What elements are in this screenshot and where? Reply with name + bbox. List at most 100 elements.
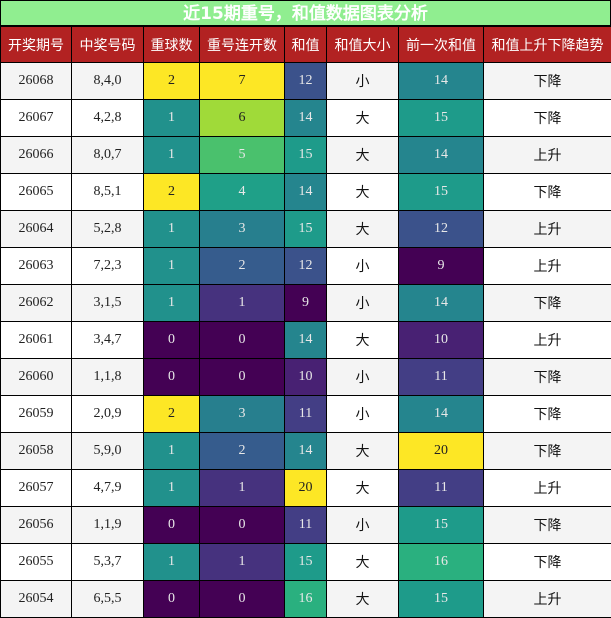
sum-size-cell: 小 bbox=[326, 358, 399, 396]
column-header-trend: 和值上升下降趋势 bbox=[483, 26, 611, 63]
prev-sum-cell: 16 bbox=[398, 543, 484, 581]
issue-cell: 26061 bbox=[0, 321, 72, 359]
numbers-cell: 5,2,8 bbox=[71, 210, 144, 248]
table-row: 26065 8,5,1 2 4 14 大 15 下降 bbox=[0, 173, 611, 211]
issue-cell: 26054 bbox=[0, 580, 72, 618]
sum-cell: 11 bbox=[284, 506, 327, 544]
sum-size-cell: 大 bbox=[326, 136, 399, 174]
issue-cell: 26055 bbox=[0, 543, 72, 581]
sum-cell: 16 bbox=[284, 580, 327, 618]
issue-cell: 26068 bbox=[0, 62, 72, 100]
table-row: 26056 1,1,9 0 0 11 小 15 下降 bbox=[0, 506, 611, 544]
repeat-count-cell: 1 bbox=[143, 469, 200, 507]
table-row: 26059 2,0,9 2 3 11 小 14 下降 bbox=[0, 395, 611, 433]
issue-cell: 26056 bbox=[0, 506, 72, 544]
trend-cell: 下降 bbox=[483, 99, 611, 137]
sum-size-cell: 小 bbox=[326, 395, 399, 433]
numbers-cell: 1,1,9 bbox=[71, 506, 144, 544]
trend-cell: 下降 bbox=[483, 358, 611, 396]
issue-cell: 26064 bbox=[0, 210, 72, 248]
repeat-count-cell: 0 bbox=[143, 358, 200, 396]
sum-cell: 14 bbox=[284, 321, 327, 359]
repeat-streak-cell: 0 bbox=[199, 506, 285, 544]
numbers-cell: 8,0,7 bbox=[71, 136, 144, 174]
prev-sum-cell: 15 bbox=[398, 506, 484, 544]
sum-size-cell: 大 bbox=[326, 469, 399, 507]
repeat-count-cell: 1 bbox=[143, 432, 200, 470]
numbers-cell: 5,9,0 bbox=[71, 432, 144, 470]
numbers-cell: 8,5,1 bbox=[71, 173, 144, 211]
prev-sum-cell: 12 bbox=[398, 210, 484, 248]
repeat-count-cell: 0 bbox=[143, 506, 200, 544]
table-row: 26055 5,3,7 1 1 15 大 16 下降 bbox=[0, 543, 611, 581]
repeat-streak-cell: 1 bbox=[199, 543, 285, 581]
repeat-count-cell: 2 bbox=[143, 395, 200, 433]
prev-sum-cell: 15 bbox=[398, 173, 484, 211]
issue-cell: 26065 bbox=[0, 173, 72, 211]
page-title: 近15期重号，和值数据图表分析 bbox=[0, 0, 611, 26]
repeat-streak-cell: 6 bbox=[199, 99, 285, 137]
prev-sum-cell: 15 bbox=[398, 580, 484, 618]
column-header-prev-sum: 前一次和值 bbox=[398, 26, 484, 63]
sum-size-cell: 小 bbox=[326, 247, 399, 285]
repeat-streak-cell: 3 bbox=[199, 210, 285, 248]
sum-size-cell: 大 bbox=[326, 210, 399, 248]
trend-cell: 上升 bbox=[483, 469, 611, 507]
repeat-count-cell: 1 bbox=[143, 284, 200, 322]
repeat-count-cell: 2 bbox=[143, 62, 200, 100]
column-header-sum: 和值 bbox=[284, 26, 327, 63]
sum-cell: 10 bbox=[284, 358, 327, 396]
sum-size-cell: 大 bbox=[326, 99, 399, 137]
trend-cell: 下降 bbox=[483, 395, 611, 433]
issue-cell: 26057 bbox=[0, 469, 72, 507]
repeat-streak-cell: 0 bbox=[199, 580, 285, 618]
sum-size-cell: 大 bbox=[326, 580, 399, 618]
sum-size-cell: 大 bbox=[326, 543, 399, 581]
prev-sum-cell: 11 bbox=[398, 358, 484, 396]
repeat-streak-cell: 1 bbox=[199, 469, 285, 507]
table-row: 26057 4,7,9 1 1 20 大 11 上升 bbox=[0, 469, 611, 507]
numbers-cell: 4,2,8 bbox=[71, 99, 144, 137]
sum-size-cell: 小 bbox=[326, 284, 399, 322]
table-row: 26058 5,9,0 1 2 14 大 20 下降 bbox=[0, 432, 611, 470]
prev-sum-cell: 10 bbox=[398, 321, 484, 359]
trend-cell: 下降 bbox=[483, 543, 611, 581]
table-row: 26068 8,4,0 2 7 12 小 14 下降 bbox=[0, 62, 611, 100]
prev-sum-cell: 14 bbox=[398, 284, 484, 322]
column-header-issue: 开奖期号 bbox=[0, 26, 72, 63]
table-row: 26063 7,2,3 1 2 12 小 9 上升 bbox=[0, 247, 611, 285]
table-row: 26062 3,1,5 1 1 9 小 14 下降 bbox=[0, 284, 611, 322]
numbers-cell: 3,1,5 bbox=[71, 284, 144, 322]
repeat-count-cell: 1 bbox=[143, 99, 200, 137]
prev-sum-cell: 9 bbox=[398, 247, 484, 285]
repeat-streak-cell: 2 bbox=[199, 432, 285, 470]
analysis-table: 开奖期号 中奖号码 重球数 重号连开数 和值 和值大小 前一次和值 和值上升下降… bbox=[0, 26, 611, 618]
sum-cell: 14 bbox=[284, 173, 327, 211]
issue-cell: 26067 bbox=[0, 99, 72, 137]
repeat-count-cell: 1 bbox=[143, 247, 200, 285]
sum-size-cell: 小 bbox=[326, 506, 399, 544]
sum-cell: 11 bbox=[284, 395, 327, 433]
repeat-streak-cell: 7 bbox=[199, 62, 285, 100]
issue-cell: 26066 bbox=[0, 136, 72, 174]
sum-cell: 12 bbox=[284, 62, 327, 100]
trend-cell: 上升 bbox=[483, 580, 611, 618]
numbers-cell: 8,4,0 bbox=[71, 62, 144, 100]
issue-cell: 26060 bbox=[0, 358, 72, 396]
table-row: 26064 5,2,8 1 3 15 大 12 上升 bbox=[0, 210, 611, 248]
trend-cell: 上升 bbox=[483, 136, 611, 174]
repeat-streak-cell: 1 bbox=[199, 284, 285, 322]
prev-sum-cell: 14 bbox=[398, 395, 484, 433]
table-row: 26061 3,4,7 0 0 14 大 10 上升 bbox=[0, 321, 611, 359]
sum-size-cell: 大 bbox=[326, 173, 399, 211]
sum-cell: 20 bbox=[284, 469, 327, 507]
numbers-cell: 6,5,5 bbox=[71, 580, 144, 618]
column-header-sum-size: 和值大小 bbox=[326, 26, 399, 63]
issue-cell: 26063 bbox=[0, 247, 72, 285]
table-row: 26060 1,1,8 0 0 10 小 11 下降 bbox=[0, 358, 611, 396]
trend-cell: 上升 bbox=[483, 210, 611, 248]
sum-cell: 15 bbox=[284, 136, 327, 174]
issue-cell: 26058 bbox=[0, 432, 72, 470]
column-header-numbers: 中奖号码 bbox=[71, 26, 144, 63]
